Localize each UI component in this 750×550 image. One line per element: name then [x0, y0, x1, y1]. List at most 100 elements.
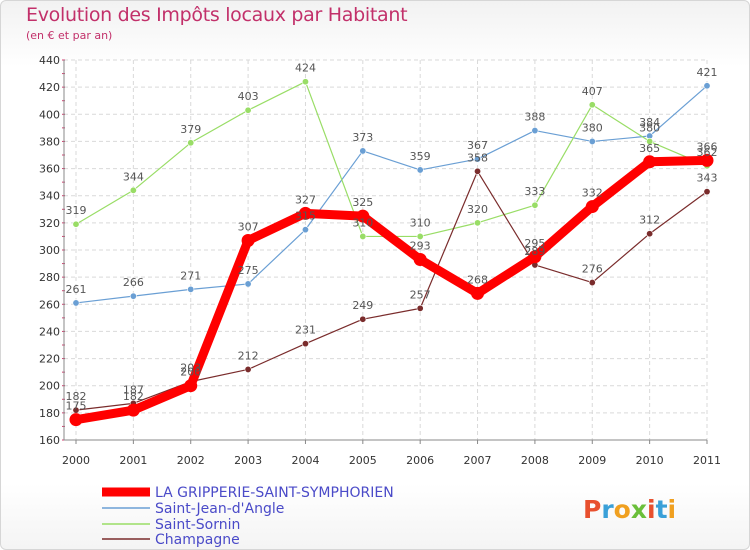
- data-label-0: 327: [295, 193, 316, 206]
- x-tick-label: 2000: [62, 454, 90, 467]
- data-label-2: 380: [639, 121, 660, 134]
- data-label-1: 315: [295, 210, 316, 223]
- chart-subtitle: (en € et par an): [26, 29, 113, 42]
- chart-title: Evolution des Impôts locaux par Habitant: [26, 4, 408, 26]
- legend-label-0: LA GRIPPERIE-SAINT-SYMPHORIEN: [155, 485, 394, 501]
- series-point-2: [129, 186, 137, 194]
- y-tick-label: 400: [39, 108, 60, 121]
- data-label-1: 388: [524, 111, 545, 124]
- y-tick-label: 240: [39, 325, 60, 338]
- series-point-3: [244, 365, 252, 373]
- x-tick-label: 2006: [406, 454, 434, 467]
- x-tick-label: 2002: [177, 454, 205, 467]
- series-point-0: [184, 379, 198, 393]
- data-label-3: 249: [352, 299, 373, 312]
- data-label-3: 312: [639, 214, 660, 227]
- data-label-2: 362: [697, 146, 718, 159]
- series-point-1: [416, 166, 424, 174]
- series-point-1: [359, 147, 367, 155]
- y-tick-label: 180: [39, 407, 60, 420]
- legend-label-2: Saint-Sornin: [155, 517, 240, 533]
- series-point-0: [126, 403, 140, 417]
- series-point-2: [359, 232, 367, 240]
- data-label-0: 307: [238, 221, 259, 234]
- series-point-1: [531, 127, 539, 135]
- series-point-3: [588, 279, 596, 287]
- data-label-2: 320: [467, 203, 488, 216]
- series-point-1: [129, 292, 137, 300]
- data-label-3: 187: [123, 383, 144, 396]
- data-label-1: 266: [123, 276, 144, 289]
- series-point-2: [301, 78, 309, 86]
- data-label-0: 175: [66, 400, 87, 413]
- data-label-2: 310: [352, 216, 373, 229]
- y-tick-label: 340: [39, 190, 60, 203]
- series-point-0: [471, 286, 485, 300]
- series-point-0: [528, 250, 542, 264]
- series-point-2: [646, 137, 654, 145]
- series-point-2: [187, 139, 195, 147]
- y-tick-label: 320: [39, 217, 60, 230]
- series-point-3: [474, 167, 482, 175]
- series-point-3: [646, 230, 654, 238]
- data-label-1: 261: [66, 283, 87, 296]
- series-point-2: [474, 219, 482, 227]
- data-label-0: 332: [582, 187, 603, 200]
- y-tick-label: 380: [39, 135, 60, 148]
- data-label-2: 344: [123, 170, 144, 183]
- y-tick-label: 300: [39, 244, 60, 257]
- series-point-2: [72, 220, 80, 228]
- y-tick-label: 280: [39, 271, 60, 284]
- series-point-2: [531, 201, 539, 209]
- data-label-2: 407: [582, 85, 603, 98]
- data-label-2: 379: [180, 123, 201, 136]
- series-point-0: [585, 200, 599, 214]
- series-point-2: [588, 101, 596, 109]
- data-label-3: 358: [467, 151, 488, 164]
- series-point-0: [700, 153, 714, 167]
- y-tick-label: 420: [39, 81, 60, 94]
- series-point-1: [588, 137, 596, 145]
- data-label-1: 359: [410, 150, 431, 163]
- data-label-1: 380: [582, 121, 603, 134]
- series-point-3: [359, 315, 367, 323]
- axes: 160 180 200 220 240 260 280 300 320 340 360 380 400 4…: [39, 54, 721, 467]
- legend-label-3: Champagne: [155, 532, 240, 548]
- data-label-2: 333: [524, 185, 545, 198]
- data-label-2: 310: [410, 216, 431, 229]
- x-tick-label: 2001: [119, 454, 147, 467]
- series-line-1: [75, 85, 708, 304]
- x-tick-label: 2007: [464, 454, 492, 467]
- y-tick-label: 200: [39, 380, 60, 393]
- y-tick-label: 260: [39, 298, 60, 311]
- series-point-3: [416, 304, 424, 312]
- data-label-1: 367: [467, 139, 488, 152]
- series-point-1: [72, 299, 80, 307]
- x-tick-label: 2003: [234, 454, 262, 467]
- data-label-0: 200: [180, 366, 201, 379]
- data-label-3: 257: [410, 288, 431, 301]
- series-point-0: [643, 155, 657, 169]
- data-label-3: 203: [180, 362, 201, 375]
- data-label-1: 275: [238, 264, 259, 277]
- data-label-3: 231: [295, 324, 316, 337]
- data-label-3: 276: [582, 263, 603, 276]
- legend-label-1: Saint-Jean-d'Angle: [155, 501, 284, 517]
- series-point-1: [474, 155, 482, 163]
- series-point-1: [187, 285, 195, 293]
- series-point-1: [301, 226, 309, 234]
- y-tick-label: 220: [39, 353, 60, 366]
- data-label-3: 343: [697, 172, 718, 185]
- data-label-1: 384: [639, 116, 660, 129]
- series-point-0: [69, 413, 83, 427]
- data-label-1: 271: [180, 269, 201, 282]
- data-label-0: 295: [524, 237, 545, 250]
- data-label-2: 424: [295, 62, 316, 75]
- grid: [64, 59, 708, 441]
- proxiti-logo: Proxiti: [583, 495, 676, 524]
- y-tick-label: 440: [39, 54, 60, 67]
- data-label-0: 365: [639, 142, 660, 155]
- series-point-0: [413, 253, 427, 266]
- series-point-0: [298, 206, 312, 220]
